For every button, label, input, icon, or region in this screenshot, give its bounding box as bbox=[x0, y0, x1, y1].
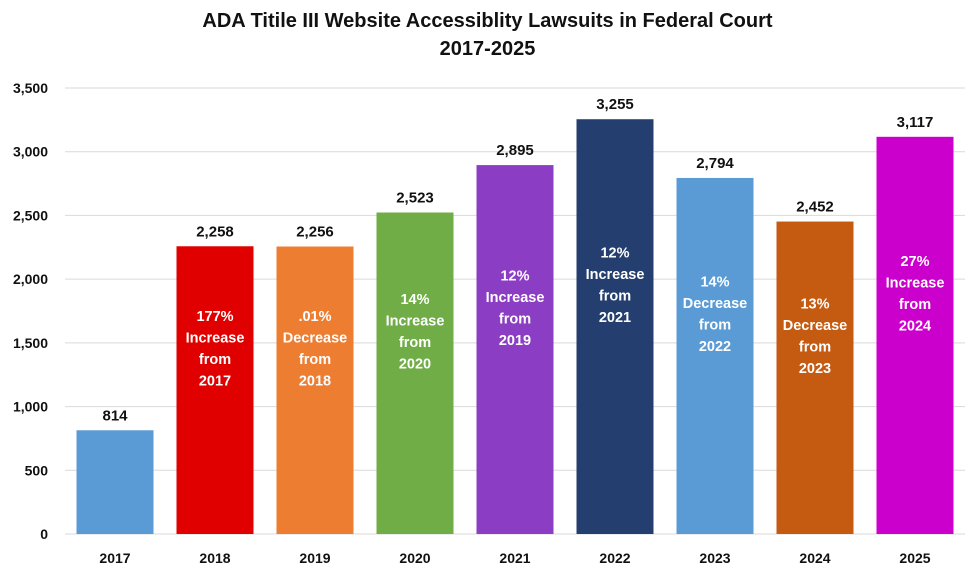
data-label: 3,117 bbox=[897, 114, 934, 131]
chart-title: ADA Titile III Website Accessiblity Laws… bbox=[202, 10, 773, 32]
x-tick-label: 2018 bbox=[199, 550, 230, 566]
data-label: 2,523 bbox=[396, 189, 434, 206]
bar-annotation: from bbox=[899, 297, 931, 313]
bar-annotation: 12% bbox=[500, 268, 529, 284]
x-tick-label: 2019 bbox=[299, 550, 330, 566]
bar bbox=[476, 165, 554, 534]
data-label: 2,794 bbox=[696, 155, 734, 172]
bar-annotation: 2023 bbox=[799, 361, 831, 377]
bar-annotation: Increase bbox=[186, 330, 245, 346]
x-tick-label: 2017 bbox=[99, 550, 130, 566]
bar-annotation: 2021 bbox=[599, 310, 631, 326]
y-tick-label: 1,500 bbox=[13, 335, 48, 351]
bar-annotation: 2018 bbox=[299, 374, 331, 390]
bar-annotation: 2022 bbox=[699, 339, 731, 355]
y-tick-label: 2,000 bbox=[13, 271, 48, 287]
bar-annotation: Decrease bbox=[683, 296, 748, 312]
y-tick-label: 3,000 bbox=[13, 144, 48, 160]
bar-annotation: from bbox=[599, 288, 631, 304]
bar-annotation: Increase bbox=[386, 313, 445, 329]
y-tick-label: 500 bbox=[25, 462, 49, 478]
data-label: 814 bbox=[102, 407, 128, 424]
bar-annotation: from bbox=[299, 352, 331, 368]
bar bbox=[376, 212, 454, 534]
bar bbox=[276, 246, 354, 534]
bar bbox=[76, 430, 154, 534]
bar-annotation: 177% bbox=[196, 309, 233, 325]
bar bbox=[176, 246, 254, 534]
bar-annotation: Increase bbox=[886, 276, 945, 292]
x-tick-label: 2023 bbox=[699, 550, 730, 566]
bar-annotation: Decrease bbox=[783, 318, 848, 334]
y-tick-label: 2,500 bbox=[13, 207, 48, 223]
bar-annotation: from bbox=[699, 318, 731, 334]
bar-annotation: from bbox=[399, 335, 431, 351]
bar-annotation: 12% bbox=[600, 245, 629, 261]
bar-annotation: 2017 bbox=[199, 373, 231, 389]
bar-annotation: from bbox=[799, 340, 831, 356]
bar-annotation: 13% bbox=[800, 297, 829, 313]
bar-annotation: .01% bbox=[298, 309, 331, 325]
x-tick-label: 2025 bbox=[899, 550, 930, 566]
x-tick-label: 2024 bbox=[799, 550, 830, 566]
bar-annotation: 2020 bbox=[399, 356, 431, 372]
data-label: 2,258 bbox=[196, 223, 234, 240]
data-label: 2,895 bbox=[496, 142, 534, 159]
bar-annotation: 27% bbox=[900, 254, 929, 270]
bar-annotation: 2019 bbox=[499, 333, 531, 349]
bar bbox=[876, 136, 954, 534]
bar bbox=[776, 221, 854, 534]
y-tick-label: 0 bbox=[40, 526, 48, 542]
bar-annotation: Increase bbox=[486, 290, 545, 306]
bar-annotation: 14% bbox=[400, 292, 429, 308]
y-tick-label: 3,500 bbox=[13, 80, 48, 96]
data-label: 3,255 bbox=[596, 96, 634, 113]
bar-annotation: Decrease bbox=[283, 331, 348, 347]
x-tick-label: 2021 bbox=[499, 550, 530, 566]
bar-annotation: 14% bbox=[700, 275, 729, 291]
y-tick-label: 1,000 bbox=[13, 399, 48, 415]
data-label: 2,256 bbox=[296, 224, 334, 241]
bar-annotation: 2024 bbox=[899, 319, 931, 335]
bar bbox=[676, 177, 754, 534]
bar-annotation: from bbox=[199, 352, 231, 368]
bar bbox=[576, 119, 654, 534]
data-label: 2,452 bbox=[796, 199, 834, 216]
bar-annotation: Increase bbox=[586, 267, 645, 283]
chart-subtitle: 2017-2025 bbox=[439, 38, 536, 60]
x-tick-label: 2022 bbox=[599, 550, 630, 566]
x-tick-label: 2020 bbox=[399, 550, 430, 566]
bar-annotation: from bbox=[499, 311, 531, 327]
